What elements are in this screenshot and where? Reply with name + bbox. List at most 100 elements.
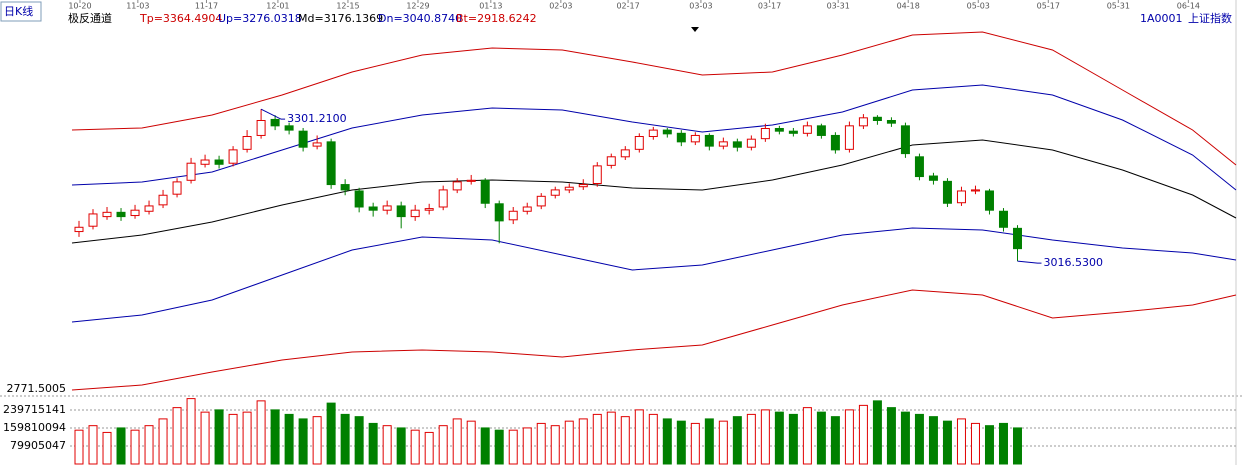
volume-bar: [158, 418, 168, 465]
legend-entry: Dn=3040.8740: [378, 12, 462, 25]
volume-bar: [564, 420, 574, 465]
volume-bar: [802, 407, 812, 465]
volume-bar: [844, 409, 854, 465]
x-tick-label: 11-03: [126, 2, 149, 11]
volume-bar: [508, 429, 518, 465]
candle-body: [438, 189, 448, 208]
x-tick-label: 12-15: [336, 2, 359, 11]
annotation-pointer: [260, 108, 286, 120]
volume-tick-label: 159810094: [3, 421, 66, 434]
band-line: [71, 31, 1237, 166]
volume-bar: [480, 427, 490, 465]
candle-body: [200, 159, 210, 165]
candle-body: [214, 159, 224, 165]
volume-bar: [634, 409, 644, 465]
band-line: [71, 139, 1237, 244]
volume-bar: [452, 418, 462, 465]
volume-bar: [102, 431, 112, 465]
candle-body: [914, 156, 924, 178]
volume-bar: [354, 416, 364, 465]
volume-bar: [382, 425, 392, 465]
candle-body: [298, 130, 308, 148]
volume-bar: [312, 416, 322, 465]
candle-body: [410, 209, 420, 218]
band-line: [71, 289, 1237, 391]
volume-bar: [746, 413, 756, 465]
period: 日K线: [4, 4, 33, 18]
candle-body: [550, 189, 560, 196]
candle-body: [928, 175, 938, 181]
x-tick-label: 12-29: [406, 2, 429, 11]
volume-bar: [732, 416, 742, 465]
volume-bar: [886, 407, 896, 465]
candle-body: [704, 134, 714, 147]
symbol-name: 上证指数: [1188, 11, 1232, 25]
candle-body: [88, 213, 98, 227]
volume-bar: [494, 429, 504, 465]
volume-bar: [984, 425, 994, 465]
volume-bar: [298, 418, 308, 465]
candle-body: [746, 138, 756, 148]
volume-bar: [74, 429, 84, 465]
candle-body: [886, 119, 896, 124]
volume-bar: [718, 420, 728, 465]
volume-bar: [760, 409, 770, 465]
candle-body: [662, 129, 672, 135]
candle-body: [956, 190, 966, 204]
x-tick-label: 05-31: [1107, 2, 1130, 11]
volume-bar: [914, 413, 924, 465]
volume-bar: [1012, 427, 1022, 465]
x-tick-label: 03-31: [827, 2, 850, 11]
volume-bar: [368, 422, 378, 465]
candle-body: [732, 141, 742, 148]
candle-body: [788, 130, 798, 134]
x-tick-label: 03-03: [689, 2, 712, 11]
volume-bar: [578, 418, 588, 465]
legend-entry: Bt=2918.6242: [456, 12, 537, 25]
volume-bar: [620, 416, 630, 465]
band-line: [71, 227, 1237, 323]
candle-body: [998, 210, 1008, 228]
volume-bar: [998, 422, 1008, 465]
x-tick-label: 03-17: [758, 2, 781, 11]
candle-body: [116, 211, 126, 218]
volume-bar: [788, 413, 798, 465]
candle-body: [718, 141, 728, 147]
candle-body: [144, 205, 154, 212]
candle-body: [802, 125, 812, 134]
volume-bar: [774, 411, 784, 465]
symbol: 1A0001: [1140, 12, 1183, 25]
x-tick-label: 12-01: [266, 2, 289, 11]
period-box: [0, 1, 42, 22]
legend-entry: Md=3176.1369: [298, 12, 383, 25]
volume-bar: [816, 411, 826, 465]
volume-bar: [214, 409, 224, 465]
candle-body: [158, 194, 168, 206]
volume-bar: [172, 407, 182, 465]
volume-bar: [858, 404, 868, 465]
volume-bar: [340, 413, 350, 465]
volume-bar: [872, 400, 882, 465]
candle-body: [984, 190, 994, 211]
x-tick-label: 02-03: [549, 2, 572, 11]
candle-body: [858, 117, 868, 127]
annotation-label: 3016.5300: [1043, 256, 1103, 269]
candle-body: [816, 125, 826, 136]
volume-bar: [662, 418, 672, 465]
candle-body: [452, 181, 462, 191]
candle-body: [326, 141, 336, 186]
candle-body: [1012, 227, 1022, 250]
candle-body: [844, 125, 854, 150]
volume-bar: [690, 422, 700, 465]
candle-body: [466, 179, 476, 182]
candle-body: [340, 184, 350, 191]
legend-entry: Up=3276.0318: [218, 12, 302, 25]
annotation-label: 3301.2100: [287, 112, 347, 125]
candle-body: [172, 181, 182, 195]
candle-body: [676, 132, 686, 143]
volume-bar: [956, 418, 966, 465]
x-tick-label: 10-20: [68, 2, 91, 11]
x-tick-label: 04-18: [897, 2, 920, 11]
volume-bar: [424, 431, 434, 465]
volume-bar: [928, 416, 938, 465]
